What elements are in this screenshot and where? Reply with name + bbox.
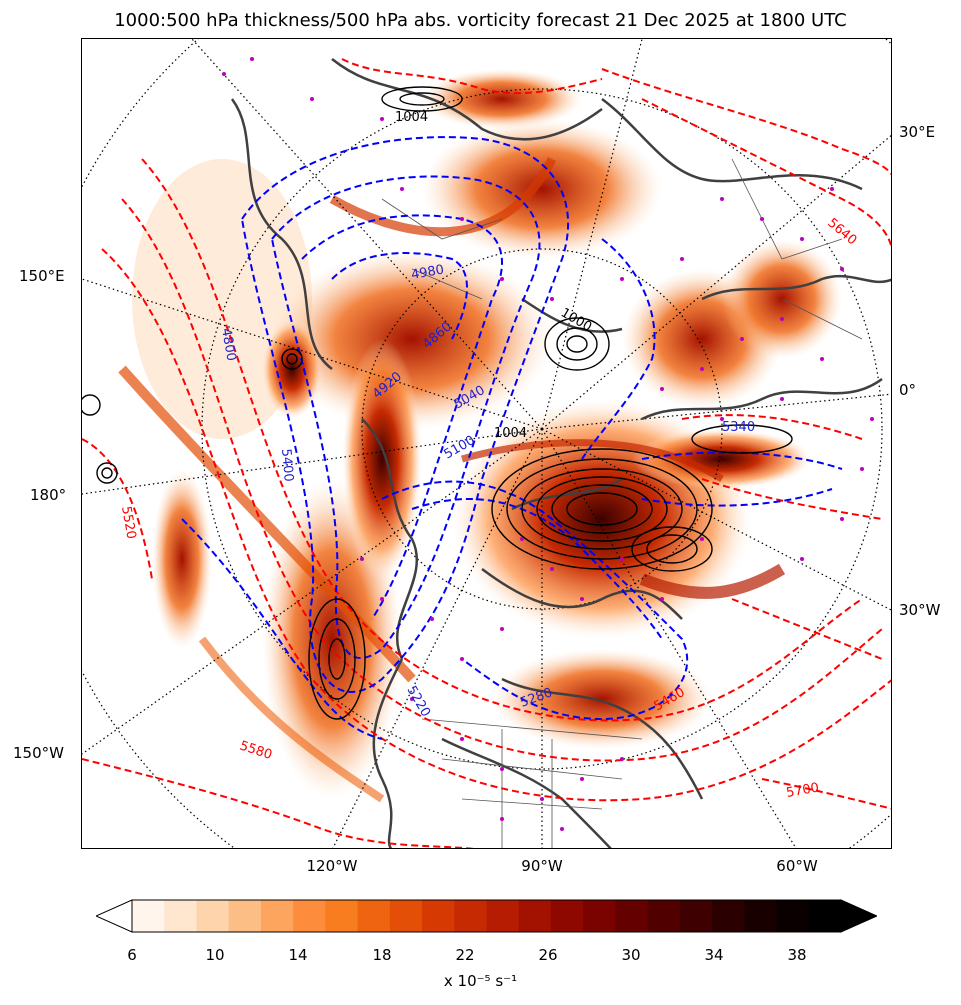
contour-label-blue: 5400 — [278, 448, 296, 482]
lon-label-60w: 60°W — [776, 857, 818, 875]
colorbar-tick: 22 — [455, 946, 475, 964]
colorbar-swatch — [357, 900, 391, 932]
lon-label-180: 180° — [30, 486, 67, 504]
contour-label-blue: 4980 — [410, 262, 445, 283]
colorbar-units-label: x 10⁻⁵ s⁻¹ — [443, 972, 518, 990]
colorbar-swatch — [260, 900, 294, 932]
colorbar-tick: 26 — [538, 946, 558, 964]
colorbar-extend-min — [94, 899, 133, 933]
colorbar-swatch — [325, 900, 359, 932]
colorbar — [94, 896, 879, 936]
vorticity-shading — [82, 39, 891, 848]
colorbar-outline — [131, 899, 842, 933]
colorbar-swatch — [615, 900, 649, 932]
pressure-contours — [82, 86, 793, 720]
colorbar-tick: 14 — [288, 946, 308, 964]
colorbar-swatch — [164, 900, 197, 932]
colorbar-swatch — [422, 900, 455, 932]
coastlines — [230, 58, 891, 848]
colorbar-swatch — [196, 900, 230, 932]
colorbar-extend-max — [840, 899, 879, 933]
lon-label-150w: 150°W — [13, 744, 64, 762]
lon-label-0: 0° — [899, 381, 917, 399]
contour-label-black: 1004 — [395, 110, 428, 125]
map-canvas: 5640 5520 5580 5460 5700 4980 4860 4920 … — [82, 39, 891, 848]
lon-label-90w: 90°W — [521, 857, 563, 875]
colorbar-swatch — [486, 900, 520, 932]
colorbar-tick: 30 — [621, 946, 641, 964]
map-panel[interactable]: 5640 5520 5580 5460 5700 4980 4860 4920 … — [81, 38, 892, 849]
contour-label-blue: 5340 — [722, 420, 755, 435]
colorbar-swatch — [583, 900, 616, 932]
colorbar-tick: 10 — [205, 946, 225, 964]
colorbar-swatch — [389, 900, 423, 932]
colorbar-swatch — [550, 900, 584, 932]
contour-label-black: 1004 — [494, 426, 527, 441]
colorbar-swatch — [712, 900, 745, 932]
contour-label-red: 5700 — [785, 780, 820, 801]
lon-label-120w: 120°W — [306, 857, 358, 875]
colorbar-swatch — [647, 900, 681, 932]
thickness-contours-warm — [82, 58, 891, 848]
colorbar-swatch — [293, 900, 326, 932]
colorbar-swatch — [776, 900, 810, 932]
lon-label-30w: 30°W — [899, 601, 941, 619]
colorbar-tick: 38 — [787, 946, 807, 964]
lon-label-150e: 150°E — [19, 267, 65, 285]
colorbar-swatch — [454, 900, 487, 932]
lon-label-30e: 30°E — [899, 123, 936, 141]
colorbar-swatch — [808, 900, 842, 932]
thickness-contours-cold — [181, 136, 843, 740]
colorbar-swatch — [744, 900, 778, 932]
contour-label-blue: 4800 — [218, 327, 239, 362]
contour-label-red: 5520 — [118, 505, 139, 540]
colorbar-graphic — [94, 899, 879, 933]
map-title: 1000:500 hPa thickness/500 hPa abs. vort… — [114, 10, 847, 31]
colorbar-tick: 34 — [704, 946, 724, 964]
colorbar-swatch — [228, 900, 262, 932]
graticule — [82, 39, 891, 848]
colorbar-swatch — [132, 900, 165, 932]
station-markers — [222, 57, 874, 831]
colorbar-swatch — [679, 900, 713, 932]
colorbar-swatch — [518, 900, 552, 932]
colorbar-tick: 6 — [127, 946, 137, 964]
colorbar-tick: 18 — [372, 946, 392, 964]
